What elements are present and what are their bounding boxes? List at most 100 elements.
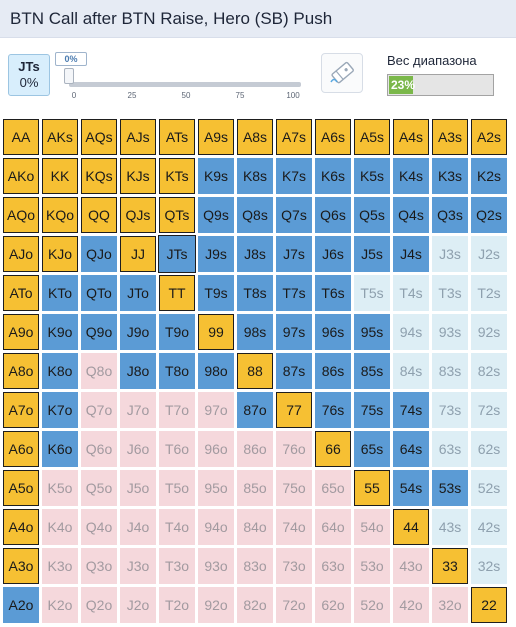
hand-cell[interactable]: A8s bbox=[237, 119, 273, 155]
hand-cell[interactable]: K7o bbox=[42, 392, 78, 428]
hand-cell[interactable]: T4o bbox=[159, 509, 195, 545]
hand-cell[interactable]: 22 bbox=[471, 587, 507, 623]
hand-cell[interactable]: A7o bbox=[3, 392, 39, 428]
hand-cell[interactable]: 54s bbox=[393, 470, 429, 506]
hand-cell[interactable]: JTo bbox=[120, 275, 156, 311]
hand-cell[interactable]: T6o bbox=[159, 431, 195, 467]
hand-cell[interactable]: QJs bbox=[120, 197, 156, 233]
hand-cell[interactable]: 66 bbox=[315, 431, 351, 467]
hand-cell[interactable]: 85o bbox=[237, 470, 273, 506]
hand-cell[interactable]: A4o bbox=[3, 509, 39, 545]
hand-cell[interactable]: 86o bbox=[237, 431, 273, 467]
hand-cell[interactable]: Q9o bbox=[81, 314, 117, 350]
hand-cell[interactable]: KK bbox=[42, 158, 78, 194]
hand-cell[interactable]: Q7s bbox=[276, 197, 312, 233]
hand-cell[interactable]: KTs bbox=[159, 158, 195, 194]
hand-cell[interactable]: KJo bbox=[42, 236, 78, 272]
hand-cell[interactable]: K5o bbox=[42, 470, 78, 506]
hand-cell[interactable]: 99 bbox=[198, 314, 234, 350]
hand-cell[interactable]: T4s bbox=[393, 275, 429, 311]
hand-cell[interactable]: 82s bbox=[471, 353, 507, 389]
hand-cell[interactable]: J8s bbox=[237, 236, 273, 272]
hand-cell[interactable]: Q5o bbox=[81, 470, 117, 506]
hand-cell[interactable]: 33 bbox=[432, 548, 468, 584]
hand-cell[interactable]: K6s bbox=[315, 158, 351, 194]
hand-cell[interactable]: A8o bbox=[3, 353, 39, 389]
hand-cell[interactable]: J3s bbox=[432, 236, 468, 272]
hand-cell[interactable]: J7o bbox=[120, 392, 156, 428]
hand-cell[interactable]: 75o bbox=[276, 470, 312, 506]
hand-cell[interactable]: AQo bbox=[3, 197, 39, 233]
hand-cell[interactable]: K9o bbox=[42, 314, 78, 350]
hand-cell[interactable]: Q6s bbox=[315, 197, 351, 233]
hand-cell[interactable]: 76s bbox=[315, 392, 351, 428]
hand-cell[interactable]: K6o bbox=[42, 431, 78, 467]
hand-cell[interactable]: QQ bbox=[81, 197, 117, 233]
hand-cell[interactable]: KQo bbox=[42, 197, 78, 233]
hand-cell[interactable]: ATo bbox=[3, 275, 39, 311]
hand-cell[interactable]: 94s bbox=[393, 314, 429, 350]
hand-cell[interactable]: AJs bbox=[120, 119, 156, 155]
hand-cell[interactable]: J4o bbox=[120, 509, 156, 545]
hand-cell[interactable]: 52s bbox=[471, 470, 507, 506]
hand-cell[interactable]: JTs bbox=[158, 235, 196, 273]
hand-cell[interactable]: 42s bbox=[471, 509, 507, 545]
hand-cell[interactable]: 84o bbox=[237, 509, 273, 545]
hand-cell[interactable]: Q2o bbox=[81, 587, 117, 623]
hand-cell[interactable]: 96s bbox=[315, 314, 351, 350]
hand-cell[interactable]: 32o bbox=[432, 587, 468, 623]
hand-cell[interactable]: Q5s bbox=[354, 197, 390, 233]
hand-cell[interactable]: 43s bbox=[432, 509, 468, 545]
hand-cell[interactable]: 32s bbox=[471, 548, 507, 584]
hand-cell[interactable]: ATs bbox=[159, 119, 195, 155]
hand-cell[interactable]: 93s bbox=[432, 314, 468, 350]
hand-cell[interactable]: A2s bbox=[471, 119, 507, 155]
hand-cell[interactable]: A9o bbox=[3, 314, 39, 350]
hand-cell[interactable]: J2o bbox=[120, 587, 156, 623]
hand-cell[interactable]: 85s bbox=[354, 353, 390, 389]
hand-cell[interactable]: 62s bbox=[471, 431, 507, 467]
hand-cell[interactable]: 95o bbox=[198, 470, 234, 506]
hand-cell[interactable]: 44 bbox=[393, 509, 429, 545]
hand-cell[interactable]: T2s bbox=[471, 275, 507, 311]
hand-cell[interactable]: 98o bbox=[198, 353, 234, 389]
hand-cell[interactable]: T3s bbox=[432, 275, 468, 311]
hand-cell[interactable]: 88 bbox=[237, 353, 273, 389]
hand-cell[interactable]: 64o bbox=[315, 509, 351, 545]
hand-cell[interactable]: Q7o bbox=[81, 392, 117, 428]
hand-cell[interactable]: 84s bbox=[393, 353, 429, 389]
hand-cell[interactable]: AJo bbox=[3, 236, 39, 272]
hand-cell[interactable]: 82o bbox=[237, 587, 273, 623]
hand-cell[interactable]: J4s bbox=[393, 236, 429, 272]
hand-cell[interactable]: K4s bbox=[393, 158, 429, 194]
hand-cell[interactable]: AA bbox=[3, 119, 39, 155]
hand-cell[interactable]: K5s bbox=[354, 158, 390, 194]
hand-cell[interactable]: J8o bbox=[120, 353, 156, 389]
hand-cell[interactable]: T7s bbox=[276, 275, 312, 311]
hand-cell[interactable]: 73o bbox=[276, 548, 312, 584]
hand-cell[interactable]: Q2s bbox=[471, 197, 507, 233]
hand-cell[interactable]: 94o bbox=[198, 509, 234, 545]
hand-cell[interactable]: 97s bbox=[276, 314, 312, 350]
hand-cell[interactable]: T5s bbox=[354, 275, 390, 311]
hand-cell[interactable]: 93o bbox=[198, 548, 234, 584]
hand-cell[interactable]: K7s bbox=[276, 158, 312, 194]
hand-cell[interactable]: A5s bbox=[354, 119, 390, 155]
hand-cell[interactable]: K4o bbox=[42, 509, 78, 545]
hand-cell[interactable]: 72s bbox=[471, 392, 507, 428]
hand-cell[interactable]: J5s bbox=[354, 236, 390, 272]
hand-cell[interactable]: JJ bbox=[120, 236, 156, 272]
hand-cell[interactable]: K8o bbox=[42, 353, 78, 389]
hand-cell[interactable]: 63s bbox=[432, 431, 468, 467]
hand-cell[interactable]: J9s bbox=[198, 236, 234, 272]
hand-cell[interactable]: TT bbox=[159, 275, 195, 311]
hand-cell[interactable]: 65o bbox=[315, 470, 351, 506]
hand-cell[interactable]: QJo bbox=[81, 236, 117, 272]
hand-cell[interactable]: A6o bbox=[3, 431, 39, 467]
hand-cell[interactable]: 92o bbox=[198, 587, 234, 623]
hand-cell[interactable]: 96o bbox=[198, 431, 234, 467]
hand-cell[interactable]: J2s bbox=[471, 236, 507, 272]
hand-cell[interactable]: A3s bbox=[432, 119, 468, 155]
slider-handle[interactable] bbox=[64, 68, 74, 84]
frequency-slider[interactable]: 0% 0 25 50 75 100 bbox=[55, 52, 305, 102]
